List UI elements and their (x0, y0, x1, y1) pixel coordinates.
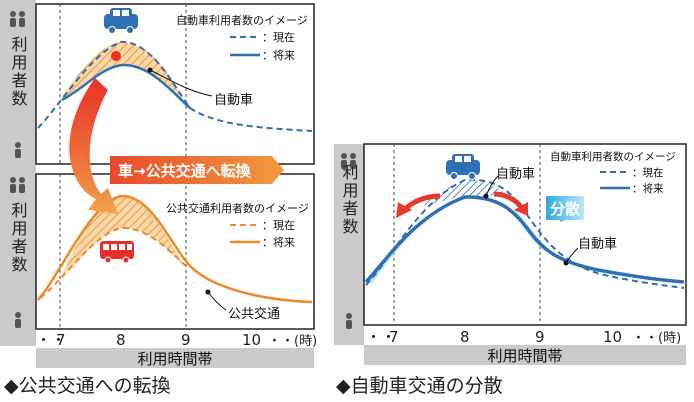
spread-arrowhead-left (396, 202, 412, 218)
top-legend-current: ：現在 (262, 31, 295, 44)
spread-label: 分散 (550, 200, 581, 218)
right-curve-label-top: 自動車 (496, 167, 535, 182)
people-icon (10, 177, 25, 193)
x-tick-dots: ・・ (36, 331, 66, 349)
x-tick-tail: ・・(時) (268, 334, 317, 349)
x-axis-ticks-right: ・・ 7 8 9 10 ・・(時) (366, 328, 681, 346)
transition-banner: 車→公共交通へ転換 (110, 156, 284, 184)
x-axis-title-right: 利用時間帯 (487, 347, 562, 365)
bottom-legend-future: ：将来 (262, 236, 295, 249)
car-future-curve-right (364, 195, 685, 284)
x-tick-7: 7 (389, 328, 399, 346)
person-icon (346, 313, 352, 329)
x-tick-9: 9 (181, 331, 191, 349)
reduction-area (60, 42, 184, 102)
bus-icon (100, 241, 134, 264)
x-tick-10: 10 (603, 328, 622, 346)
x-tick-10: 10 (242, 331, 261, 349)
right-curve-label-right: 自動車 (578, 237, 617, 252)
spread-arrowhead-right (514, 202, 528, 216)
spread-area-left (370, 240, 405, 284)
x-axis-ticks-left: ・・ 7 8 9 10 ・・(時) (36, 331, 317, 349)
y-axis-label-bottom: 利用者数 (9, 202, 28, 274)
left-panel: 利用者数 利用者数 自動車 (0, 0, 317, 368)
x-tick-8: 8 (116, 331, 126, 349)
increase-area (60, 196, 184, 278)
x-tick-9: 9 (535, 328, 545, 346)
right-legend-title: 自動車利用者数のイメージ (550, 150, 676, 163)
y-axis-label-right: 利用者数 (340, 164, 359, 236)
x-tick-dots: ・・ (366, 328, 396, 346)
right-panel: 利用者数 分散 (334, 143, 687, 365)
x-tick-8: 8 (460, 328, 470, 346)
transition-arrow (69, 78, 118, 214)
transit-future-curve (37, 194, 313, 304)
car-future-curve (61, 63, 191, 109)
x-axis-bar (36, 348, 314, 368)
top-curve-label: 自動車 (214, 93, 253, 108)
people-icon (341, 153, 356, 169)
right-chart-frame (363, 143, 687, 326)
peak-reduction-area (420, 180, 512, 206)
bottom-chart: 公共交通 公共交通利用者数のイメージ ：現在 ：将来 (35, 173, 315, 330)
person-icon (15, 312, 21, 328)
y-axis-label-top: 利用者数 (9, 36, 28, 108)
y-axis-strip (334, 144, 364, 345)
bottom-legend-current: ：現在 (262, 219, 295, 232)
top-legend-title: 自動車利用者数のイメージ (176, 13, 308, 27)
top-chart: 自動車 自動車利用者数のイメージ ：現在 ：将来 (35, 3, 315, 165)
person-icon (15, 142, 21, 158)
car-current-curve (37, 40, 313, 132)
x-tick-tail: ・・(時) (632, 331, 681, 346)
right-legend-future: ：将来 (632, 183, 664, 195)
car-icon (104, 8, 138, 34)
bottom-legend-title: 公共交通利用者数のイメージ (166, 201, 309, 215)
car-current-curve-right (365, 178, 685, 289)
top-legend-future: ：将来 (262, 49, 295, 62)
x-tick-7: 7 (56, 331, 66, 349)
people-icon (10, 11, 25, 27)
transit-current-curve (39, 226, 187, 299)
caption-right: ◆自動車交通の分散 (336, 375, 503, 397)
y-axis-strip (0, 0, 36, 346)
caption-left: ◆公共交通への転換 (4, 375, 171, 397)
red-dot-icon (111, 51, 121, 61)
transition-label: 車→公共交通へ転換 (118, 162, 252, 180)
x-axis-title-left: 利用時間帯 (137, 350, 212, 368)
x-axis-bar (364, 345, 686, 365)
spread-arrow-right (493, 191, 524, 210)
bottom-curve-label: 公共交通 (228, 306, 280, 322)
spread-banner: 分散 (546, 196, 584, 222)
right-legend-current: ：現在 (632, 167, 664, 179)
car-icon (446, 154, 480, 180)
